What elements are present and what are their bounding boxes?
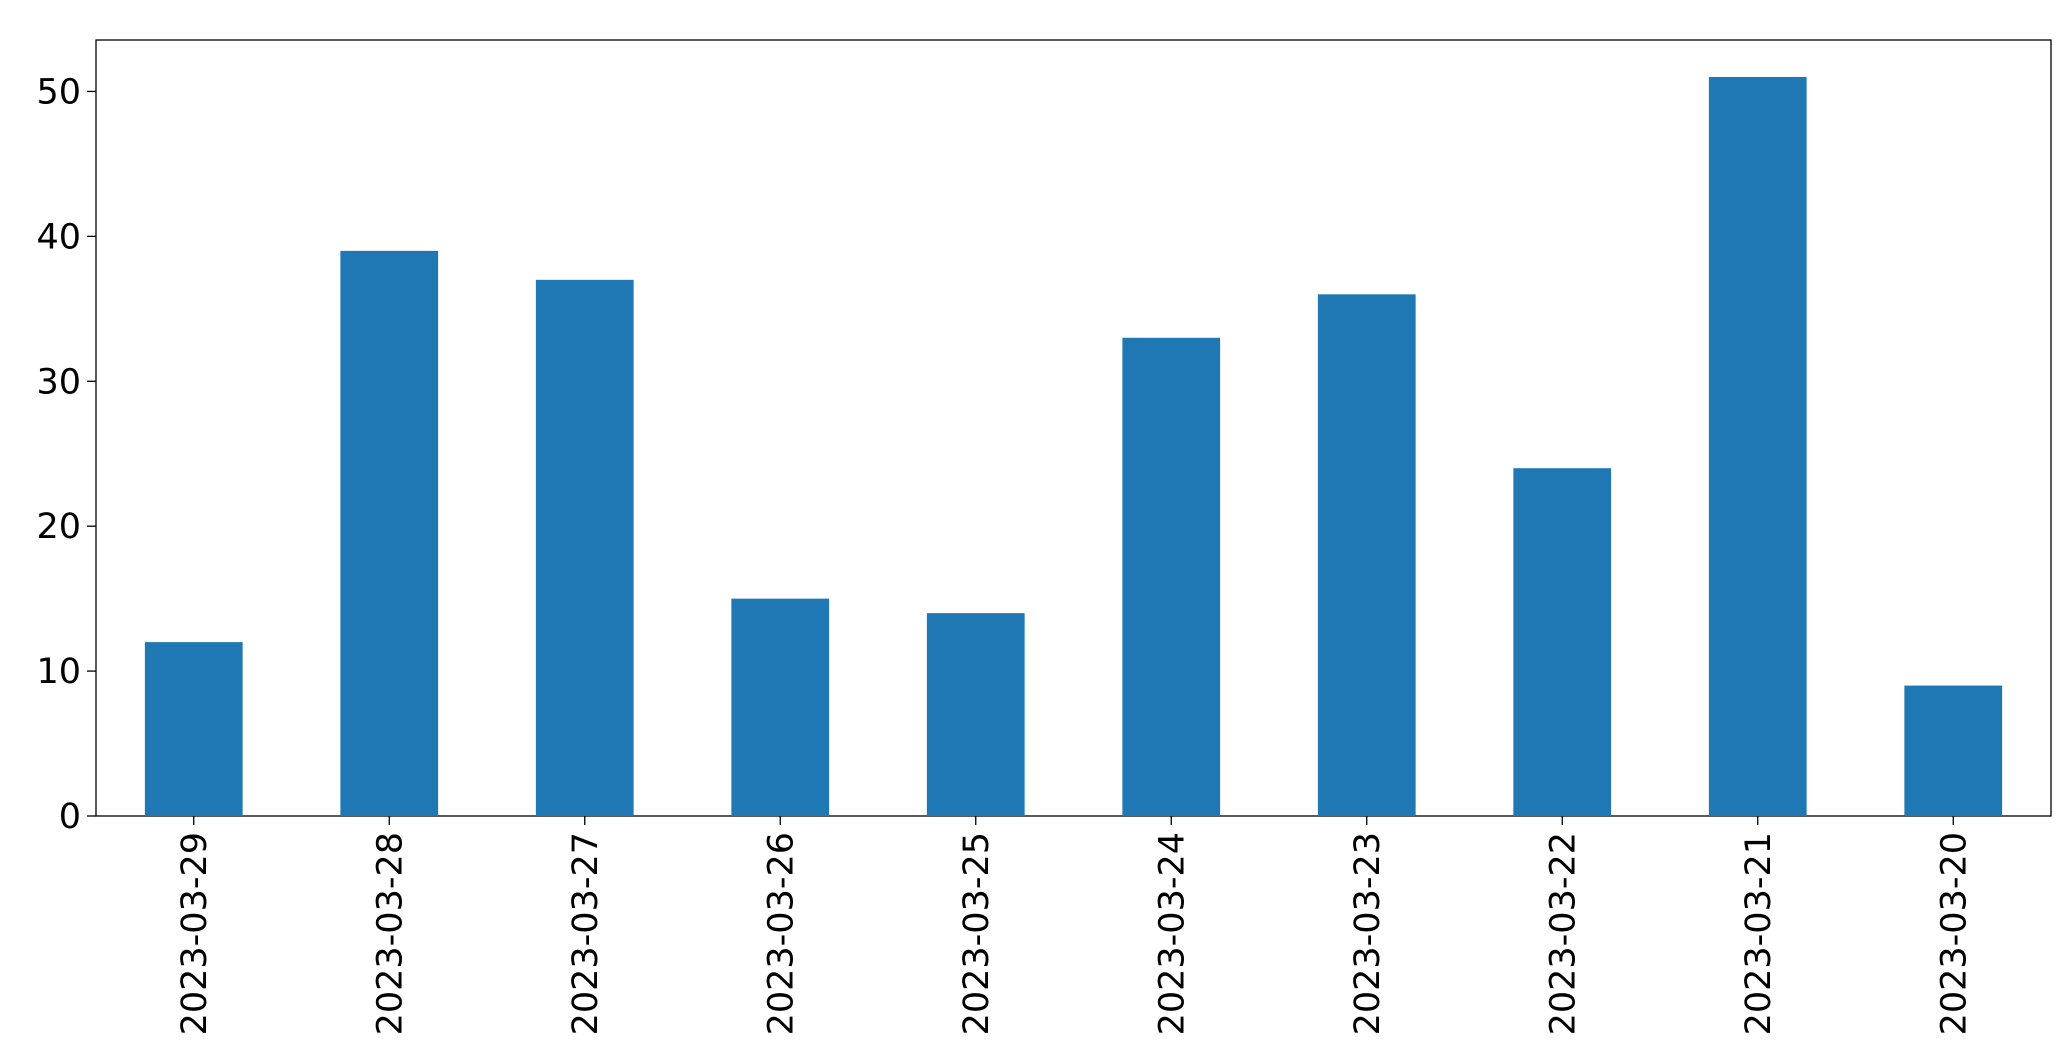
y-tick-label: 40 (36, 217, 81, 257)
bar (1317, 294, 1416, 816)
y-tick-label: 50 (36, 72, 81, 112)
y-tick-label: 20 (36, 507, 81, 547)
bar (340, 250, 439, 816)
plot-frame (95, 39, 2052, 817)
x-tick-label: 2023-03-25 (957, 832, 997, 1035)
bar (1513, 468, 1612, 816)
x-tick-label: 2023-03-27 (566, 832, 606, 1035)
x-tick-label: 2023-03-22 (1543, 832, 1583, 1035)
bar (144, 642, 243, 816)
y-tick-label: 30 (36, 362, 81, 402)
x-tick-label: 2023-03-29 (175, 832, 215, 1035)
x-tick-label: 2023-03-28 (370, 832, 410, 1035)
bar (1122, 337, 1221, 816)
bar (1904, 685, 2003, 816)
x-tick-label: 2023-03-21 (1739, 832, 1779, 1035)
x-tick-label: 2023-03-23 (1348, 832, 1388, 1035)
bar (926, 613, 1025, 816)
bar (1708, 76, 1807, 816)
y-tick-label: 0 (59, 797, 81, 837)
y-tick-label: 10 (36, 652, 81, 692)
x-tick-label: 2023-03-24 (1152, 832, 1192, 1035)
x-tick-label: 2023-03-20 (1934, 832, 1974, 1035)
bar (731, 598, 830, 816)
bar (535, 279, 634, 816)
x-tick-label: 2023-03-26 (761, 832, 801, 1035)
